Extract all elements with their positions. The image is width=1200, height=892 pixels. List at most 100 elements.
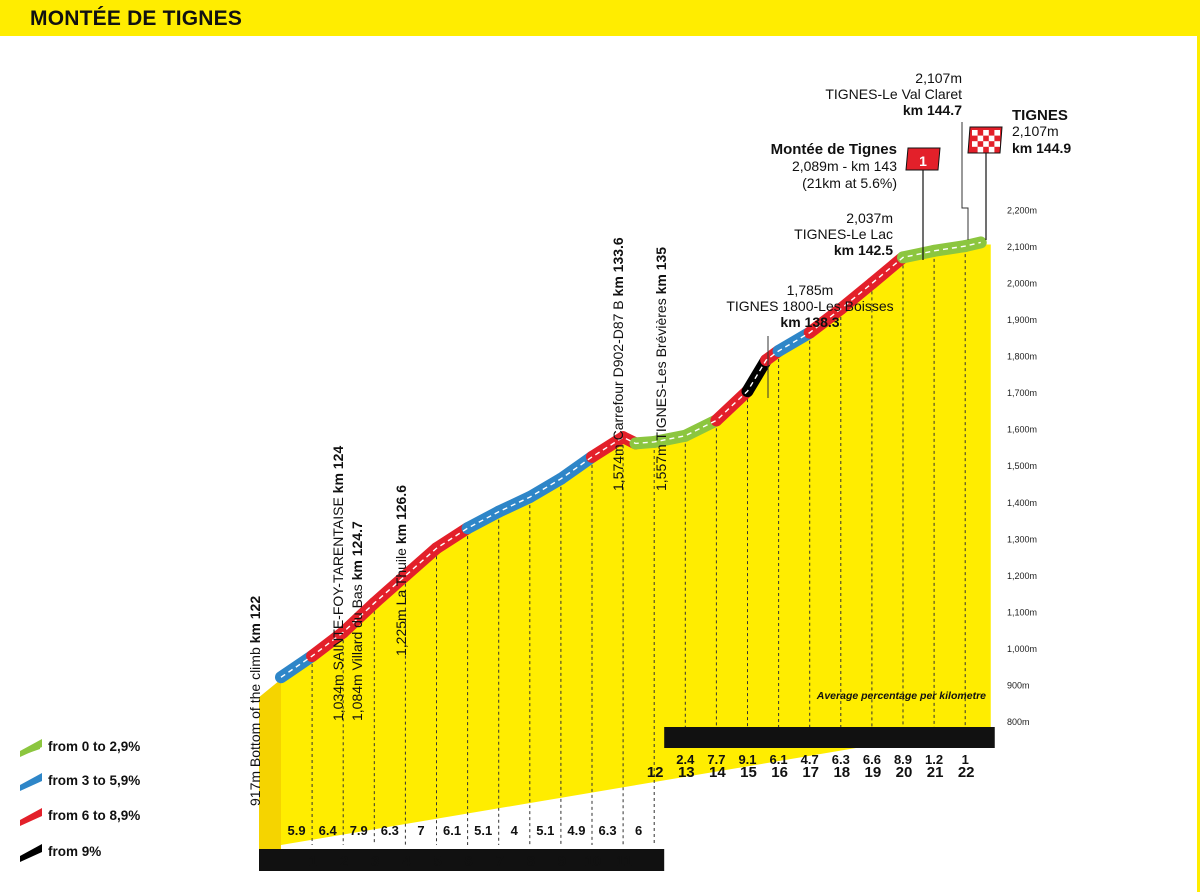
finish-flag-check <box>972 130 978 136</box>
lower-km-base <box>259 849 665 871</box>
gradient-value: 6.4 <box>319 823 338 838</box>
km-label: 21 <box>927 764 944 781</box>
y-tick-label: 1,300m <box>1007 534 1037 544</box>
title-bar: MONTÉE DE TIGNES <box>0 0 1200 36</box>
annotation-line: 2,037m <box>846 210 893 226</box>
finish-flag-check <box>977 146 984 153</box>
gradient-value: 5.1 <box>474 823 492 838</box>
finish-flag-check <box>983 130 989 136</box>
annotation-part: km 126.6 <box>393 485 409 544</box>
legend-swatch-blue <box>20 773 42 791</box>
finish-flag-check <box>983 141 989 147</box>
km-label: 5 <box>433 853 441 870</box>
finish-flag-icon <box>967 126 1003 154</box>
y-tick-label: 2,200m <box>1007 205 1037 215</box>
km-label: 4 <box>402 853 411 870</box>
gradient-value: 5.9 <box>288 823 306 838</box>
annotation-carrefour: 1,574m Carrefour D902-D87 B km 133.6 <box>610 237 626 491</box>
gradient-value: 6.3 <box>381 823 399 838</box>
annotation-part: 1,574m Carrefour D902-D87 B <box>610 296 626 491</box>
gradient-value: 4 <box>511 823 519 838</box>
finish-flag-check <box>994 130 1000 136</box>
km-label: 16 <box>771 764 788 781</box>
lower-base-side <box>259 813 281 849</box>
annotation-part: 1,225m La Thuile <box>393 544 409 656</box>
leader-line <box>961 122 969 240</box>
y-tick-label: 800m <box>1007 717 1030 727</box>
y-tick-label: 900m <box>1007 680 1030 690</box>
gradient-value: 6.3 <box>599 823 617 838</box>
gradient-value: 4.9 <box>567 823 585 838</box>
km-label: 11 <box>616 853 632 870</box>
km-label: 14 <box>709 764 726 781</box>
km-label: 22 <box>958 764 975 781</box>
finish-flag-check <box>988 135 995 142</box>
legend-swatch-black <box>20 844 42 862</box>
km-label: 6 <box>464 853 472 870</box>
km-label: 17 <box>802 764 819 781</box>
kom-altitude: 2,089m - km 143 <box>792 158 897 174</box>
y-tick-label: 1,700m <box>1007 388 1037 398</box>
annotation-part: 1,557m TIGNES-Les Brévières <box>653 294 669 491</box>
gradient-value: 4.7 <box>801 752 819 767</box>
annotation-line: km 138.3 <box>780 314 839 330</box>
km-label: 13 <box>678 764 695 781</box>
km-label: 18 <box>833 764 850 781</box>
gradient-caption: Average percentage per kilometre <box>816 690 986 702</box>
legend-item-green: from 0 to 2,9% <box>18 737 218 761</box>
profile-side-face <box>259 679 281 845</box>
annotation-line: km 144.7 <box>903 102 962 118</box>
frame-border <box>1197 36 1200 892</box>
gradient-value: 1.2 <box>925 752 943 767</box>
km-label: 1 <box>309 853 317 870</box>
finish-altitude: 2,107m <box>1012 123 1059 139</box>
km-label: 9 <box>558 853 566 870</box>
annotation-line: 2,107m <box>915 70 962 86</box>
km-label: 7 <box>496 853 504 870</box>
annotation-la-thuile: 1,225m La Thuile km 126.6 <box>393 485 409 656</box>
gradient-value: 9.1 <box>738 752 756 767</box>
annotation-part: 1,034m SAINTE-FOY-TARENTAISE <box>330 493 346 721</box>
annotation-line: 1,785m <box>787 282 834 298</box>
annotation-part: 917m Bottom of the climb <box>247 643 263 806</box>
km-label: 8 <box>527 853 535 870</box>
kom-name: Montée de Tignes <box>771 141 897 158</box>
finish-flag-check <box>977 135 984 142</box>
y-tick-label: 1,200m <box>1007 571 1037 581</box>
annotation-les-brevieres: 1,557m TIGNES-Les Brévières km 135 <box>653 247 669 491</box>
gradient-value: 2.4 <box>676 752 695 767</box>
gradient-value: 7.7 <box>707 752 725 767</box>
gradient-value: 6.1 <box>443 823 461 838</box>
gradient-value: 5.1 <box>536 823 554 838</box>
annotation-line: TIGNES-Le Lac <box>794 226 893 242</box>
finish-flag-check <box>988 146 995 153</box>
gradient-value: 6.3 <box>832 752 850 767</box>
legend-label: from 6 to 8,9% <box>48 808 141 823</box>
legend-item-black: from 9% <box>18 842 218 866</box>
annotation-part: 1,084m Villard du Bas <box>349 580 365 721</box>
annotation-part: km 124 <box>330 446 346 494</box>
page-title: MONTÉE DE TIGNES <box>30 7 243 30</box>
y-tick-label: 1,800m <box>1007 352 1037 362</box>
finish-name: TIGNES <box>1012 107 1068 124</box>
finish-flag-check <box>972 141 978 147</box>
finish-km: km 144.9 <box>1012 140 1071 156</box>
annotation-line: TIGNES 1800-Les Boisses <box>726 298 893 314</box>
annotation-sainte-foy: 1,034m SAINTE-FOY-TARENTAISE km 124 <box>330 446 346 721</box>
legend-item-blue: from 3 to 5,9% <box>18 771 218 795</box>
upper-km-base <box>664 727 995 748</box>
profile-centerline <box>280 241 981 678</box>
kom-category: 1 <box>919 153 927 169</box>
y-tick-label: 1,400m <box>1007 498 1037 508</box>
annotation-villard-du-bas: 1,084m Villard du Bas km 124.7 <box>349 521 365 721</box>
annotation-line: TIGNES-Le Val Claret <box>825 86 962 102</box>
legend-label: from 9% <box>48 844 102 859</box>
gradient-value: 6.1 <box>770 752 788 767</box>
annotation-part: km 133.6 <box>610 237 626 296</box>
kom-flag-icon <box>905 147 941 171</box>
y-tick-label: 1,900m <box>1007 315 1037 325</box>
km-label: 10 <box>585 853 602 870</box>
